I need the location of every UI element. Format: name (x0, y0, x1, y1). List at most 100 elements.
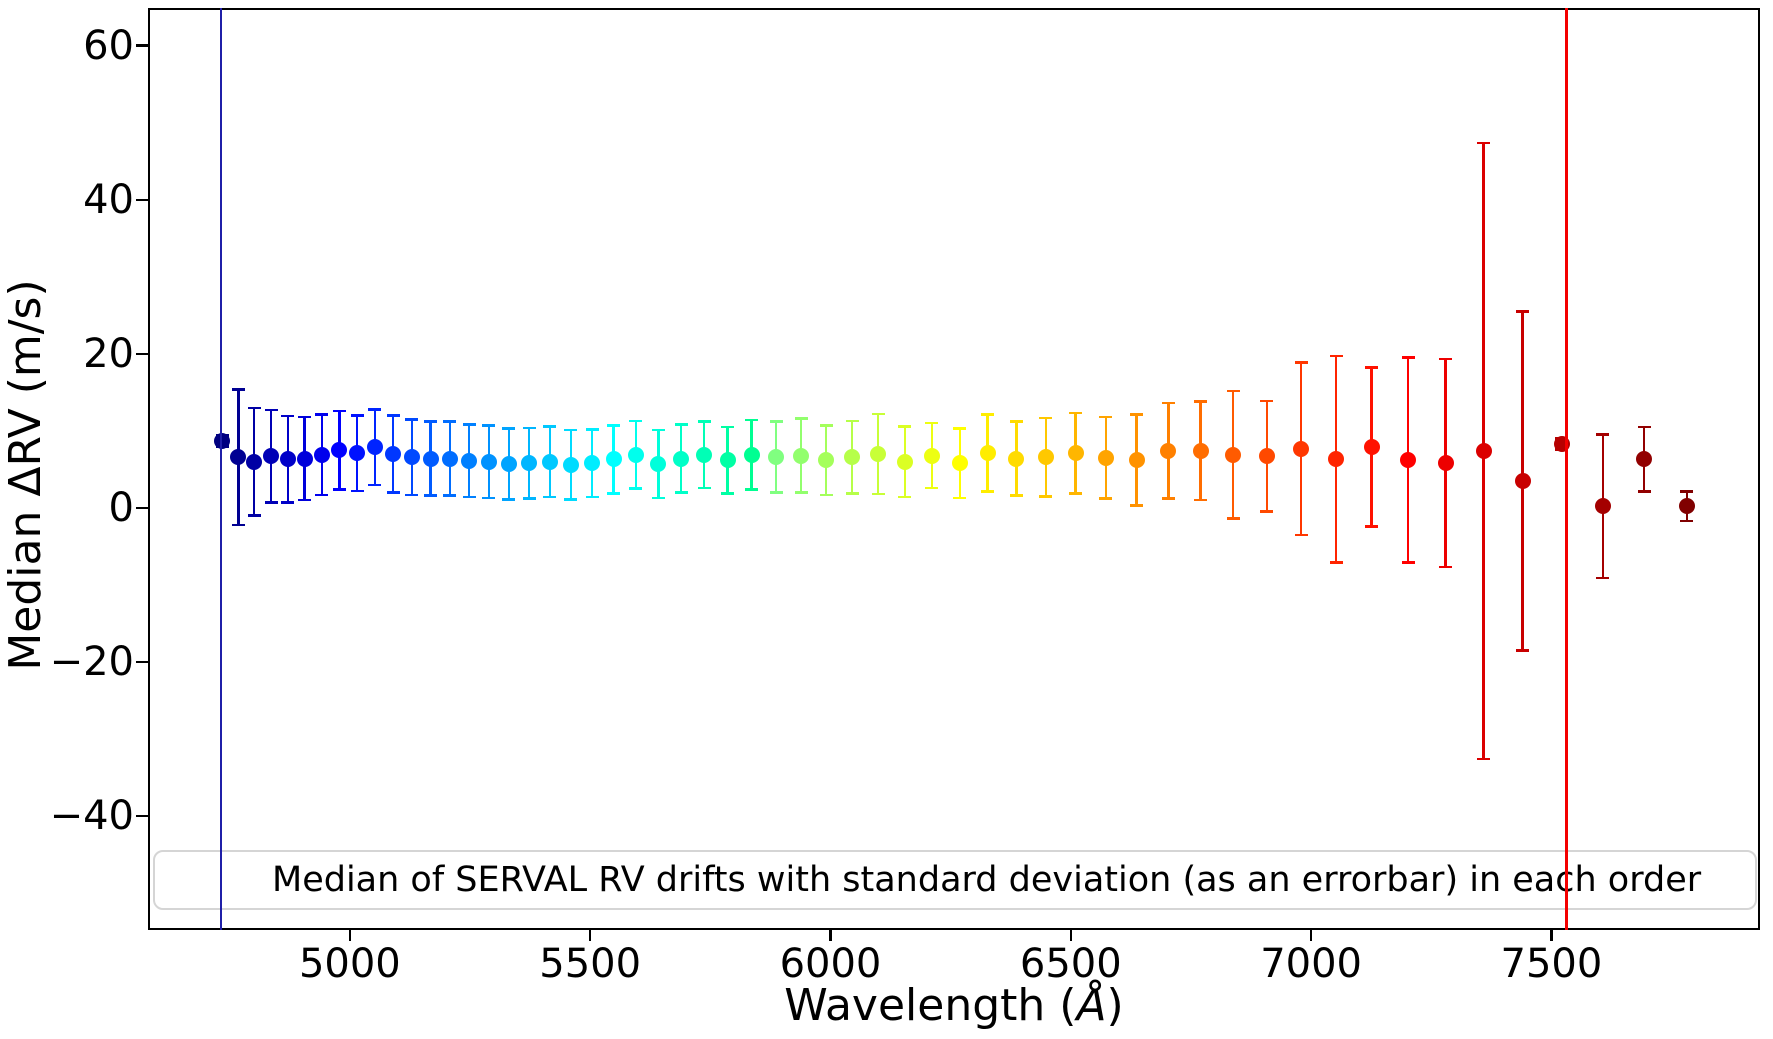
error-cap-top (651, 428, 665, 432)
data-point (1678, 498, 1695, 515)
data-point (768, 449, 785, 466)
y-tick-label: 0 (108, 484, 134, 531)
error-cap-bottom (368, 483, 382, 487)
y-tick-mark (136, 352, 148, 356)
data-point (1008, 450, 1025, 467)
data-point (279, 451, 296, 468)
data-point (480, 453, 497, 470)
error-cap-bottom (1069, 492, 1083, 495)
data-point (441, 450, 458, 467)
x-tick-label: 6000 (779, 941, 882, 987)
plot-area-border (148, 8, 1760, 930)
x-tick-mark (1309, 930, 1313, 941)
error-cap-top (1294, 361, 1308, 364)
data-point (696, 446, 713, 463)
error-cap-top (1401, 356, 1415, 359)
data-point (1097, 449, 1114, 466)
error-cap-bottom (697, 486, 711, 490)
error-cap-bottom (281, 501, 295, 504)
error-cap-bottom (543, 495, 557, 499)
x-tick-label: 7500 (1500, 941, 1603, 987)
error-cap-top (871, 412, 885, 416)
error-cap-top (745, 418, 759, 422)
error-cap-top (794, 417, 808, 420)
error-cap-bottom (1226, 517, 1240, 520)
error-cap-bottom (981, 490, 995, 493)
error-cap-top (264, 408, 278, 412)
error-cap-bottom (1194, 498, 1208, 502)
data-point (349, 445, 366, 462)
data-point (500, 455, 517, 472)
angstrom-symbol: Å (1076, 980, 1107, 1031)
error-cap-top (585, 428, 599, 431)
y-tick-mark (136, 44, 148, 47)
data-point (896, 453, 913, 470)
data-point (870, 445, 887, 462)
error-cap-bottom (898, 495, 912, 499)
data-point (296, 450, 313, 467)
data-point (1258, 448, 1275, 465)
error-cap-bottom (332, 488, 346, 491)
data-point (1636, 451, 1653, 468)
error-cap-bottom (845, 492, 859, 495)
error-cap-bottom (424, 494, 438, 497)
x-tick-label: 5000 (298, 941, 401, 987)
legend-label: Median of SERVAL RV drifts with standard… (272, 860, 1702, 900)
error-cap-bottom (1596, 576, 1610, 580)
error-cap-bottom (247, 514, 261, 517)
error-cap-top (1680, 490, 1694, 493)
error-cap-top (1365, 366, 1379, 369)
error-cap-bottom (522, 497, 536, 500)
x-tick-mark (1550, 930, 1553, 941)
data-point (1293, 440, 1309, 457)
y-tick-label: 60 (83, 22, 134, 69)
data-point (313, 446, 330, 463)
data-point (1363, 439, 1380, 456)
error-cap-top (1099, 415, 1113, 419)
error-cap-bottom (819, 493, 833, 497)
x-tick-label: 6500 (1019, 941, 1122, 987)
error-cap-top (1260, 399, 1274, 403)
error-cap-bottom (1637, 490, 1651, 493)
error-cap-bottom (769, 491, 783, 494)
error-cap-top (462, 423, 476, 426)
data-point (627, 446, 644, 463)
data-point (1400, 452, 1417, 469)
error-cap-bottom (629, 487, 643, 490)
error-cap-bottom (794, 491, 808, 494)
error-cap-top (1516, 310, 1530, 313)
error-cap-top (1637, 425, 1651, 429)
error-cap-top (819, 424, 833, 427)
error-cap-bottom (1039, 495, 1053, 498)
error-cap-top (424, 420, 438, 423)
red-boundary-line (1565, 8, 1568, 930)
data-point (719, 452, 736, 469)
error-cap-top (1329, 354, 1343, 358)
x-tick-mark (829, 930, 832, 941)
blue-boundary-line (219, 8, 223, 930)
data-point (422, 450, 439, 467)
data-point (743, 446, 760, 463)
error-cap-top (925, 421, 939, 425)
error-cap-bottom (1680, 519, 1694, 523)
error-cap-top (502, 427, 516, 430)
error-cap-top (564, 428, 578, 432)
y-tick-label: 40 (83, 176, 134, 223)
error-cap-bottom (1439, 565, 1453, 569)
y-tick-mark (136, 506, 148, 510)
error-cap-top (1596, 433, 1610, 436)
error-cap-bottom (462, 495, 476, 499)
error-cap-bottom (651, 496, 665, 500)
data-point (1437, 455, 1454, 472)
error-cap-top (298, 415, 312, 419)
error-cap-bottom (1130, 504, 1144, 507)
data-point (650, 455, 667, 472)
error-cap-bottom (264, 501, 278, 504)
error-cap-bottom (1099, 497, 1113, 500)
error-cap-bottom (721, 492, 735, 495)
error-cap-bottom (443, 494, 457, 497)
error-cap-top (281, 414, 295, 418)
data-point (605, 451, 622, 468)
data-point (541, 453, 558, 470)
